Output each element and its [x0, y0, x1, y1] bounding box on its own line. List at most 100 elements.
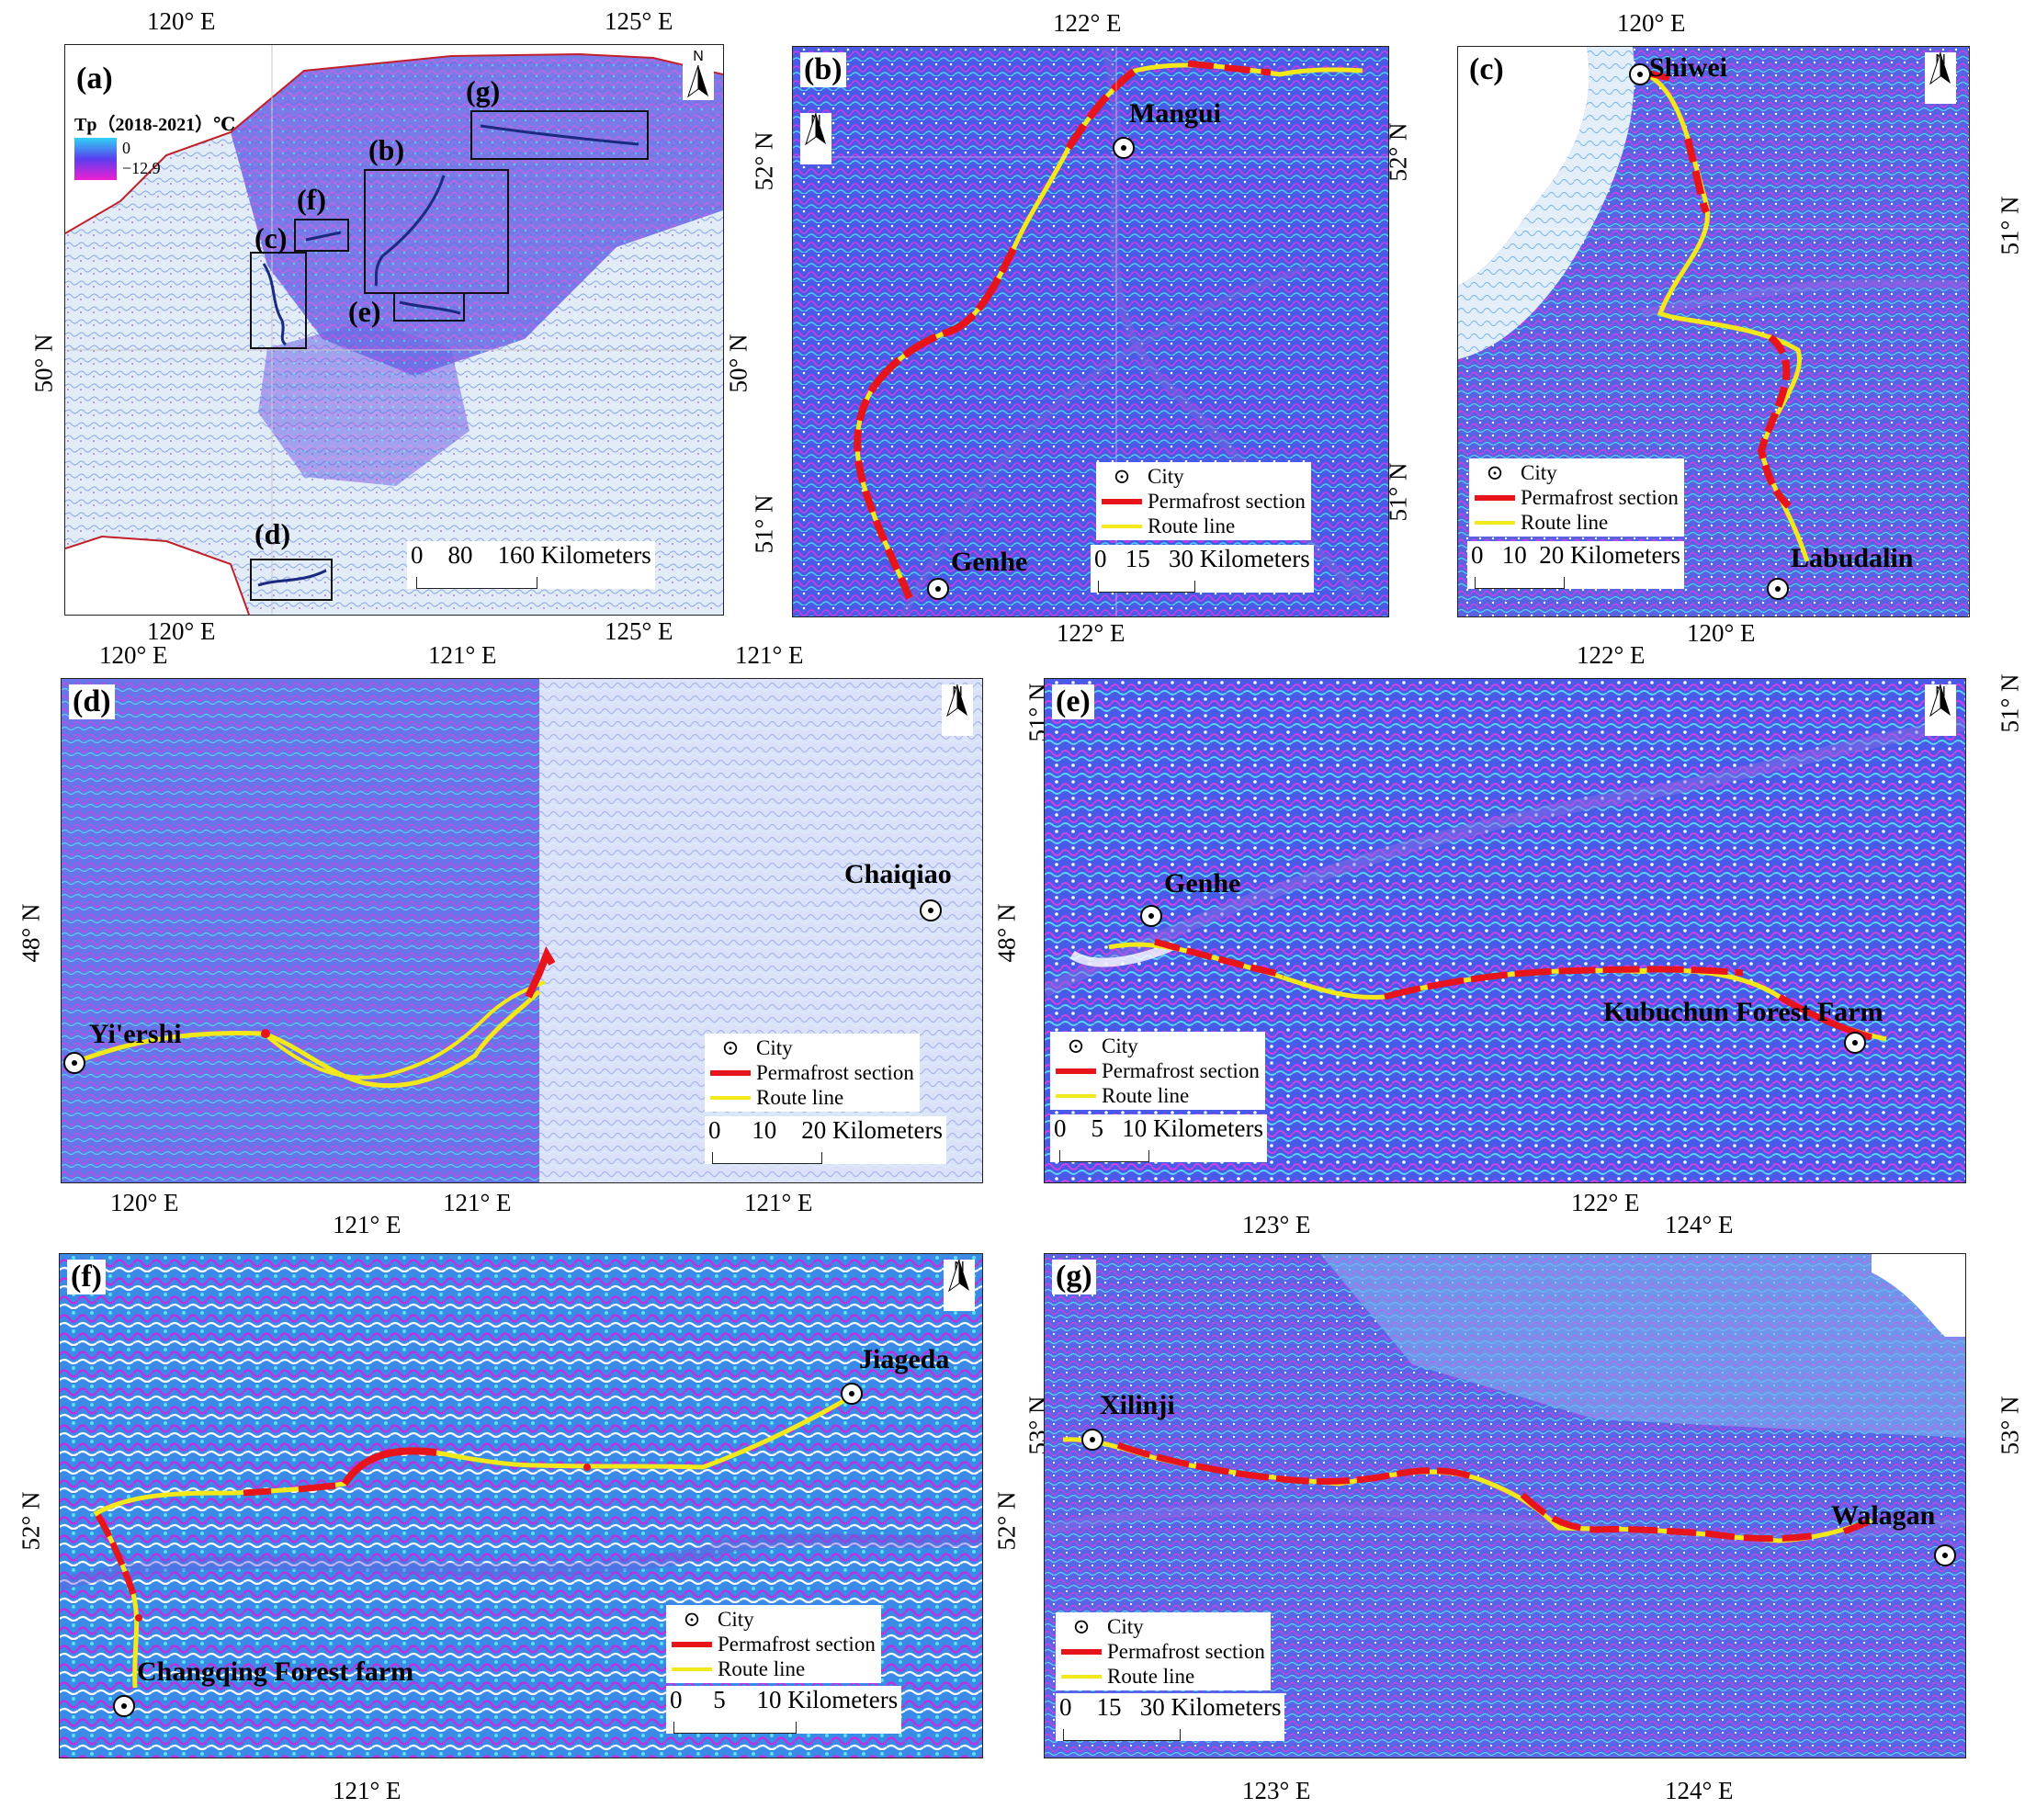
north-arrow-d: N — [942, 684, 973, 736]
city-label-genhe-b: Genhe — [951, 547, 1028, 577]
tick-e-right-51: 51° N — [1996, 673, 2024, 733]
tp-legend-max: 0 — [122, 139, 130, 157]
north-arrow-a: N — [683, 49, 714, 100]
tick-f-left-52: 52° N — [17, 1491, 45, 1551]
panel-a-label: (a) — [73, 62, 117, 96]
inset-label-c: (c) — [254, 221, 288, 254]
tick-b-left-51: 51° N — [750, 494, 778, 554]
inset-label-e: (e) — [348, 295, 381, 328]
city-marker-xilinji — [1081, 1429, 1103, 1451]
panel-a-scale-text: 0 80 160 Kilometers — [411, 541, 651, 569]
panel-g-map: (g) Xilinji Walagan ⊙ City Permafrost sec… — [1044, 1253, 1966, 1758]
tick-d-bottom-120: 120° E — [110, 1189, 179, 1216]
city-marker-labudalin — [1767, 578, 1789, 600]
tick-g-top-124: 124° E — [1665, 1211, 1734, 1238]
tick-d-top-120: 120° E — [99, 641, 168, 669]
tick-a-top-125: 125° E — [605, 7, 673, 35]
city-marker-yiershi — [63, 1052, 85, 1074]
north-arrow-c: N — [1925, 52, 1956, 104]
panel-g-label: (g) — [1052, 1260, 1096, 1294]
city-label-genhe-e: Genhe — [1164, 868, 1241, 899]
panel-f-scalebar: 0 5 10 Kilometers — [666, 1686, 902, 1734]
tick-b-top-122: 122° E — [1053, 9, 1122, 37]
tp-legend-min: −12.9 — [122, 159, 161, 177]
city-label-chaiqiao: Chaiqiao — [844, 859, 952, 889]
city-marker-chaiqiao — [920, 899, 942, 921]
north-arrow-f: N — [944, 1260, 975, 1311]
tick-a-top-120: 120° E — [147, 7, 216, 35]
inset-label-d: (d) — [254, 517, 291, 550]
panel-g-scalebar: 0 15 30 Kilometers — [1056, 1693, 1285, 1741]
tick-g-top-123: 123° E — [1242, 1211, 1311, 1238]
tick-e-top-122: 122° E — [1577, 641, 1646, 669]
tick-g-right-53: 53° N — [1996, 1396, 2024, 1455]
city-marker-genhe-e — [1140, 905, 1162, 927]
panel-e-map: (e) N Genhe Kubuchun Forest Farm ⊙City P… — [1044, 678, 1966, 1183]
north-arrow-e: N — [1925, 684, 1956, 736]
panel-e-legend: ⊙ City Permafrost section Route line — [1050, 1032, 1265, 1110]
tick-d-bottom-121a: 121° E — [443, 1189, 512, 1216]
tick-b-bottom-122: 122° E — [1057, 619, 1125, 647]
tick-e-bottom-122: 122° E — [1571, 1189, 1640, 1216]
tp-legend-title: Tp（2018-2021）℃ — [74, 115, 236, 135]
city-label-changqing: Changqing Forest farm — [137, 1656, 414, 1687]
panel-f-map: (f) N Jiageda Changqing Forest farm ⊙Cit… — [59, 1253, 983, 1758]
panel-b-map: (b) N Mangui Genhe ⊙City Permafrost sect… — [792, 46, 1389, 617]
tick-c-right-51: 51° N — [1996, 196, 2024, 255]
tick-d-top-121a: 121° E — [428, 641, 497, 669]
panel-c-map: (c) N Shiwei Labudalin ⊙City Permafrost … — [1457, 46, 1970, 617]
panel-b-scalebar: 0 15 30 Kilometers — [1091, 545, 1314, 593]
panel-c-legend: ⊙ City Permafrost section Route line — [1469, 458, 1684, 537]
panel-b-legend: ⊙ City Permafrost section Route line — [1096, 462, 1311, 540]
city-label-xilinji: Xilinji — [1100, 1390, 1175, 1420]
inset-label-b: (b) — [368, 133, 405, 166]
panel-f-terrain — [60, 1254, 982, 1758]
tick-b-left-52: 52° N — [750, 131, 778, 191]
north-arrow-b: N — [800, 113, 831, 164]
panel-f-label: (f) — [67, 1260, 106, 1294]
tick-a-bottom-125: 125° E — [605, 617, 673, 645]
tick-c-bottom-120: 120° E — [1687, 619, 1756, 647]
city-label-labudalin: Labudalin — [1791, 543, 1914, 573]
panel-f-legend: ⊙ City Permafrost section Route line — [666, 1605, 881, 1683]
panel-g-legend: ⊙ City Permafrost section Route line — [1056, 1612, 1271, 1690]
city-marker-changqing — [113, 1695, 135, 1717]
tick-d-right-48: 48° N — [992, 903, 1021, 963]
tick-g-bottom-124: 124° E — [1665, 1777, 1734, 1804]
panel-d-legend: ⊙ City Permafrost section Route line — [705, 1034, 920, 1112]
city-marker-genhe-b — [927, 578, 949, 600]
city-marker-walagan — [1934, 1544, 1956, 1566]
panel-d-map: (d) N Chaiqiao Yi'ershi ⊙City Permafrost… — [61, 678, 983, 1183]
tick-f-bottom-121: 121° E — [333, 1777, 402, 1804]
inset-label-g: (g) — [466, 74, 501, 107]
tick-a-left-50: 50° N — [29, 333, 58, 393]
tick-d-top-121b: 121° E — [735, 641, 804, 669]
inset-label-f: (f) — [297, 183, 326, 216]
panel-a-terrain — [65, 45, 723, 615]
panel-c-scalebar: 0 10 20 Kilometers — [1467, 541, 1684, 589]
city-marker-jiageda — [841, 1383, 863, 1405]
tick-d-left-48: 48° N — [17, 903, 45, 963]
tick-f-top-121: 121° E — [333, 1211, 402, 1238]
panel-e-scalebar: 0 5 10 Kilometers — [1050, 1114, 1267, 1162]
panel-a-scalebar: 0 80 160 Kilometers — [407, 541, 655, 589]
panel-c-label: (c) — [1465, 52, 1508, 87]
tick-d-bottom-121b: 121° E — [744, 1189, 813, 1216]
panel-d-scalebar: 0 10 20 Kilometers — [705, 1116, 946, 1164]
panel-d-label: (d) — [69, 684, 115, 719]
city-label-shiwei: Shiwei — [1649, 52, 1728, 83]
tp-colorbar — [74, 138, 117, 180]
city-marker-shiwei — [1629, 63, 1651, 85]
city-label-yiershi: Yi'ershi — [89, 1019, 182, 1049]
city-label-walagan: Walagan — [1831, 1500, 1936, 1531]
city-label-jiageda: Jiageda — [859, 1344, 950, 1374]
panel-e-label: (e) — [1052, 684, 1094, 719]
tick-c-top-120: 120° E — [1617, 9, 1686, 37]
city-label-kubuchun: Kubuchun Forest Farm — [1603, 997, 1883, 1027]
city-marker-kubuchun — [1844, 1032, 1866, 1054]
panel-a-map: (a) Tp（2018-2021）℃ 0 −12.9 (g) (b) (f) (… — [64, 44, 724, 616]
panel-b-label: (b) — [800, 52, 846, 87]
city-label-mangui: Mangui — [1129, 98, 1222, 129]
tick-a-right-50: 50° N — [724, 333, 752, 393]
tp-legend: Tp（2018-2021）℃ 0 −12.9 — [74, 109, 235, 180]
